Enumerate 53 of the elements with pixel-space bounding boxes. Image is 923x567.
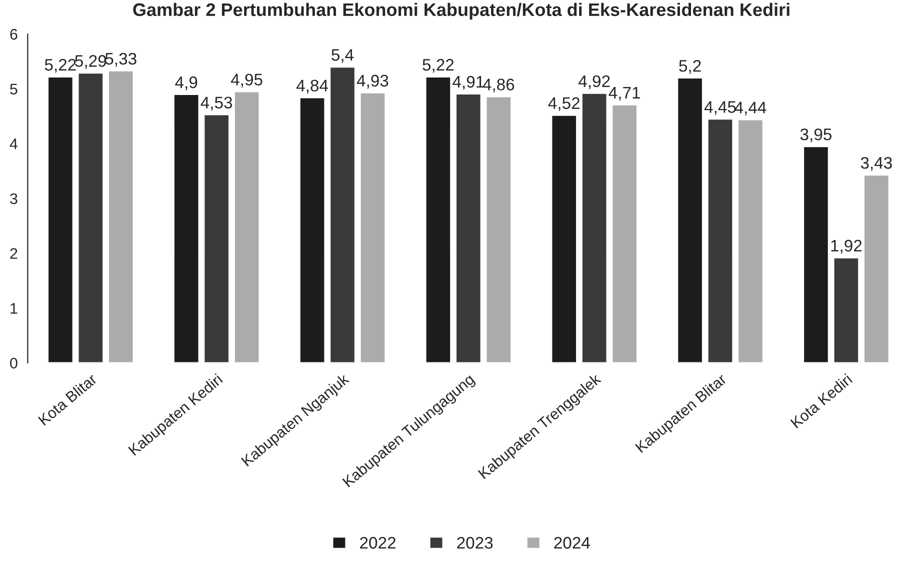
data-label: 5,4 (332, 49, 354, 63)
data-label: 5,22 (422, 58, 454, 73)
data-label: 4,95 (230, 74, 262, 88)
data-label: 3,43 (860, 157, 892, 171)
bar (485, 96, 512, 363)
y-tick-label: 2 (10, 248, 18, 259)
bar (424, 76, 452, 363)
y-tick-label: 6 (10, 28, 18, 40)
legend-label: 2023 (457, 536, 493, 549)
data-label: 4,93 (356, 74, 388, 89)
data-label: 5,33 (105, 52, 136, 67)
data-label: 5,2 (679, 60, 701, 74)
bar (802, 146, 830, 363)
data-label: 4,86 (482, 78, 514, 92)
legend-label: 2024 (554, 536, 590, 549)
bar (706, 118, 734, 363)
data-label: 4,9 (175, 76, 198, 90)
data-label: 5,29 (75, 55, 106, 69)
bar (550, 114, 578, 363)
y-tick-label: 3 (10, 193, 18, 204)
data-label: 4,84 (296, 80, 328, 94)
data-label: 3,95 (800, 128, 832, 142)
bar (611, 104, 638, 363)
bar (832, 256, 860, 363)
data-label: 4,53 (200, 96, 232, 110)
bar (77, 72, 104, 363)
bar (203, 114, 230, 363)
y-tick-label: 4 (10, 138, 18, 150)
bar (737, 118, 764, 363)
y-tick-label: 0 (10, 358, 18, 369)
data-label: 4,71 (608, 87, 640, 101)
data-label: 4,52 (548, 97, 580, 112)
bar (455, 93, 482, 363)
data-label: 4,44 (734, 102, 766, 116)
legend-label: 2022 (360, 536, 396, 549)
bar (47, 76, 74, 363)
bar (329, 66, 356, 363)
bar (234, 90, 260, 363)
data-label: 1,92 (831, 240, 862, 254)
data-label: 4,45 (704, 101, 736, 115)
bar (581, 92, 608, 363)
bar (298, 96, 326, 363)
bar (359, 92, 386, 363)
data-label: 4,92 (578, 75, 610, 90)
y-tick-label: 5 (10, 84, 18, 95)
data-label: 4,91 (452, 76, 484, 90)
bar (863, 174, 890, 363)
bar (173, 94, 200, 363)
chart-title: Gambar 2 Pertumbuhan Ekonomi Kabupaten/Kota di Eks-Karesidenan Kediri (133, 2, 790, 20)
bar (108, 70, 134, 363)
y-tick-label: 1 (10, 303, 18, 314)
data-label: 5,22 (44, 58, 76, 73)
bar (676, 77, 704, 363)
